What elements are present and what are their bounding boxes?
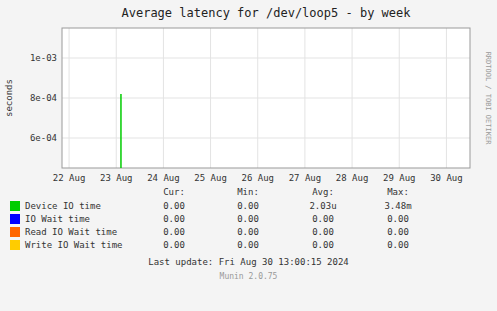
table-cell: 0.00 — [387, 227, 409, 237]
table-cell: 0.00 — [312, 214, 334, 224]
table-cell: 0.00 — [387, 240, 409, 250]
table-cell: 0.00 — [387, 214, 409, 224]
y-tick-label: 1e-03 — [30, 53, 57, 63]
y-tick-label: 8e-04 — [30, 93, 57, 103]
grid — [62, 28, 470, 168]
title: Average latency for /dev/loop5 - by week — [122, 6, 412, 20]
grid-line-y — [62, 58, 470, 59]
table-header: Max: — [387, 187, 409, 197]
y-tick-label: 6e-04 — [30, 133, 57, 143]
x-tick-label: 23 Aug — [100, 173, 133, 183]
table-header: Min: — [237, 187, 259, 197]
grid-line-y — [62, 138, 470, 139]
table-header: Cur: — [163, 187, 185, 197]
x-tick-label: 22 Aug — [53, 173, 86, 183]
plot-frame — [62, 28, 470, 168]
version: Munin 2.0.75 — [220, 272, 278, 281]
legend-label: IO Wait time — [25, 214, 90, 224]
table-header: Avg: — [312, 187, 334, 197]
table-cell: 0.00 — [163, 240, 185, 250]
legend-label: Device IO time — [25, 201, 101, 211]
legend-swatch — [10, 227, 20, 237]
rrdtool-label: RRDTOOL / TOBI OETIKER — [484, 52, 492, 146]
x-tick-label: 25 Aug — [194, 173, 227, 183]
table-cell: 0.00 — [163, 227, 185, 237]
x-tick-label: 28 Aug — [336, 173, 369, 183]
x-tick-label: 24 Aug — [147, 173, 180, 183]
table-cell: 0.00 — [312, 227, 334, 237]
x-tick-label: 27 Aug — [289, 173, 322, 183]
table-cell: 2.03u — [309, 201, 336, 211]
table-cell: 0.00 — [237, 240, 259, 250]
legend-swatch — [10, 201, 20, 211]
legend-swatch — [10, 240, 20, 250]
legend-swatch — [10, 214, 20, 224]
legend-label: Read IO Wait time — [25, 227, 117, 237]
series-line — [120, 94, 122, 168]
y-axis-label: seconds — [4, 79, 14, 117]
x-tick-label: 30 Aug — [430, 173, 463, 183]
grid-line-y — [62, 98, 470, 99]
last-update: Last update: Fri Aug 30 13:00:15 2024 — [148, 257, 348, 267]
series-group — [120, 94, 121, 168]
table-cell: 0.00 — [163, 214, 185, 224]
table-cell: 0.00 — [237, 201, 259, 211]
chart: Average latency for /dev/loop5 - by week… — [0, 0, 497, 311]
table-cell: 0.00 — [163, 201, 185, 211]
plot-area — [62, 28, 470, 168]
table-cell: 0.00 — [237, 227, 259, 237]
x-tick-label: 29 Aug — [383, 173, 416, 183]
table-cell: 3.48m — [384, 201, 411, 211]
table-cell: 0.00 — [312, 240, 334, 250]
table-cell: 0.00 — [237, 214, 259, 224]
x-tick-label: 26 Aug — [241, 173, 274, 183]
legend-label: Write IO Wait time — [25, 240, 123, 250]
